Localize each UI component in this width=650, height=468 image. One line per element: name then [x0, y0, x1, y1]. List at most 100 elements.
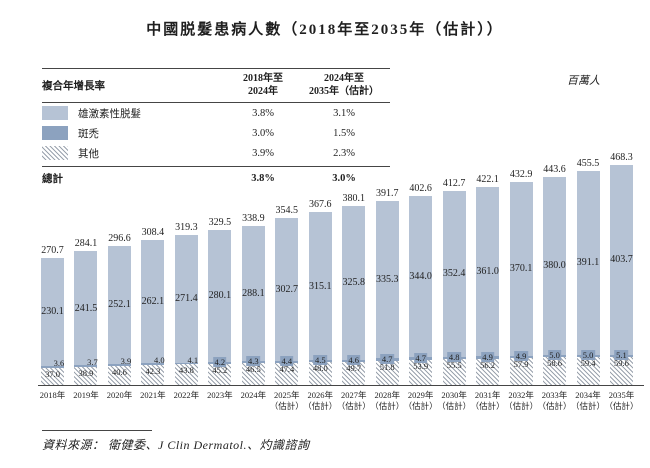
others-segment: [141, 365, 165, 385]
others-segment: [241, 363, 265, 385]
bar-column: 367.6 315.1 4.5 48.0: [308, 199, 332, 385]
androgenetic-segment: 344.0: [409, 195, 433, 358]
bar-column: 455.5 391.1 5.0 59.4: [576, 158, 600, 385]
androgenetic-segment: 252.1: [107, 245, 131, 365]
others-value-label: 53.9: [413, 360, 429, 371]
x-axis-year: 2031年: [474, 390, 501, 400]
androgenetic-segment: 391.1: [576, 170, 600, 355]
chart-title: 中國脱髮患病人數（2018年至2035年（估計））: [146, 22, 504, 38]
x-axis-year: 2032年: [508, 390, 534, 400]
x-axis-labels: 2018年 2019年 2020年 2021年 2022年 2023年 2024年 2025年…: [40, 390, 639, 412]
x-axis-year: 2035年: [608, 390, 635, 400]
x-axis-label: 2025年 （估計）: [270, 390, 304, 412]
x-axis-label: 2029年 （估計）: [404, 390, 438, 412]
cagr-col1-line1: 2018年至: [243, 73, 283, 84]
legend-label-areata: 斑禿: [78, 128, 99, 140]
x-axis-year: 2028年: [374, 390, 400, 400]
androgenetic-value-label: 302.7: [275, 284, 299, 296]
bar-column: 308.4 262.1 4.0 42.3: [141, 227, 165, 385]
legend-label-others: 其他: [78, 148, 99, 160]
areata-segment: [41, 365, 64, 368]
bar-total-label: 284.1: [74, 238, 98, 250]
androgenetic-value-label: 262.1: [141, 296, 165, 308]
others-segment: [74, 366, 98, 385]
x-axis-label: 2034年 （估計）: [571, 390, 605, 412]
others-value-label: 56.2: [480, 359, 496, 370]
x-axis-year: 2029年: [407, 390, 434, 400]
areata-value-label: 4.9: [514, 350, 528, 361]
source-divider: [42, 430, 152, 431]
x-axis-estimate: （估計）: [504, 401, 539, 412]
bar-total-label: 329.5: [208, 217, 232, 229]
others-segment: [609, 357, 633, 385]
bar-column: 354.5 302.7 4.4 47.4: [275, 205, 299, 385]
others-value-label: 42.3: [145, 366, 161, 377]
legend-label-androgenetic: 雄激素性脱髮: [78, 108, 141, 120]
androgenetic-value-label: 344.0: [409, 271, 432, 283]
areata-value-label: 5.0: [547, 350, 562, 361]
bar-total-label: 455.5: [576, 157, 600, 169]
cagr-col1-header: 2018年至 2024年: [228, 72, 298, 98]
androgenetic-value-label: 370.1: [509, 263, 533, 275]
areata-value-label: 5.1: [614, 350, 629, 360]
diagonal-hatch-swatch: [42, 146, 68, 160]
x-axis-label: 2035年 （估計）: [604, 390, 638, 412]
x-axis-year: 2034年: [575, 390, 601, 400]
cagr-col2-header: 2024年至 2035年（估計）: [298, 72, 390, 98]
others-segment: [275, 362, 299, 385]
areata-segment: [174, 362, 198, 365]
others-segment: [509, 357, 533, 385]
areata-value-label: 4.8: [447, 351, 461, 362]
androgenetic-value-label: 271.4: [175, 293, 198, 305]
x-axis-label: 2020年: [107, 390, 133, 412]
others-value-label: 46.5: [245, 364, 261, 375]
bar-total-label: 367.6: [309, 199, 332, 211]
others-segment: [41, 367, 64, 385]
x-axis-label: 2024年: [241, 390, 267, 412]
areata-value-label: 4.5: [313, 355, 328, 366]
others-segment: [342, 361, 366, 385]
others-segment: [208, 363, 232, 385]
androgenetic-segment: 370.1: [509, 181, 533, 356]
areata-value-label: 4.1: [187, 354, 199, 365]
androgenetic-value-label: 361.0: [476, 265, 499, 277]
androgenetic-segment: 361.0: [476, 186, 500, 357]
others-value-label: 45.2: [212, 364, 228, 375]
areata-value-label: 4.7: [413, 352, 428, 363]
areata-value-label: 4.3: [246, 356, 261, 367]
cagr-col2-line2: 2035年（估計）: [309, 86, 379, 97]
x-axis-estimate: （估計）: [604, 401, 639, 412]
cagr-value: 3.8%: [252, 107, 274, 119]
androgenetic-segment: 271.4: [174, 234, 198, 363]
androgenetic-value-label: 280.1: [208, 290, 232, 302]
bar-column: 412.7 352.4 4.8 55.5: [442, 178, 466, 385]
x-axis-year: 2021年: [140, 390, 166, 400]
areata-value-label: 3.6: [53, 357, 65, 368]
areata-value-label: 4.2: [213, 356, 227, 367]
x-axis-year: 2019年: [73, 390, 99, 400]
cagr-value: 3.9%: [252, 147, 274, 159]
x-axis-line: [38, 385, 644, 386]
x-axis-label: 2027年 （估計）: [337, 390, 371, 412]
androgenetic-segment: 241.5: [74, 251, 98, 365]
x-axis-year: 2027年: [340, 390, 367, 400]
legend-row-areata: 斑禿 3.0% 1.5%: [42, 123, 390, 143]
areata-value-label: 4.6: [346, 354, 361, 365]
areata-value-label: 4.0: [154, 355, 165, 366]
cagr-total-value: 3.0%: [332, 173, 356, 184]
bar-column: 402.6 344.0 4.7 53.9: [409, 183, 433, 385]
bar-total-label: 443.6: [543, 163, 566, 175]
androgenetic-value-label: 315.1: [309, 280, 332, 292]
bar-total-label: 380.1: [342, 193, 365, 205]
unit-label: 百萬人: [567, 75, 600, 87]
bar-total-label: 270.7: [41, 244, 64, 256]
areata-value-label: 3.9: [120, 356, 132, 367]
x-axis-estimate: （估計）: [403, 401, 438, 412]
others-value-label: 48.0: [312, 363, 328, 374]
areata-segment: [74, 364, 98, 367]
androgenetic-value-label: 352.4: [442, 268, 466, 280]
androgenetic-segment: 380.0: [543, 176, 567, 356]
x-axis-estimate: （估計）: [437, 401, 472, 412]
bar-total-label: 338.9: [242, 212, 265, 224]
